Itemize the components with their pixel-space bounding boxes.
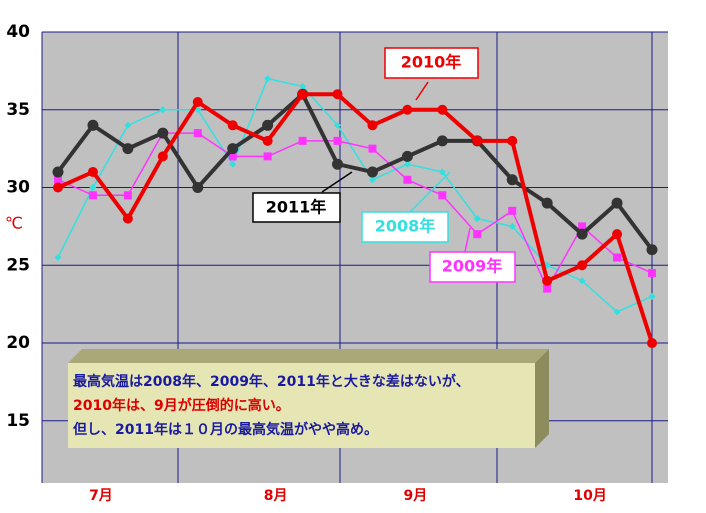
series-line bbox=[57, 92, 654, 344]
point bbox=[368, 144, 377, 153]
y-tick-label: 15 bbox=[6, 411, 30, 431]
point bbox=[263, 152, 272, 161]
point bbox=[334, 121, 342, 129]
point bbox=[298, 136, 307, 145]
point bbox=[402, 104, 413, 115]
point bbox=[87, 119, 99, 131]
point bbox=[612, 229, 623, 240]
callout-2009: 2009年 bbox=[429, 227, 516, 283]
point bbox=[332, 158, 344, 170]
note-line: 最高気温は2008年、2009年、2011年と大きな差はないが、 bbox=[73, 373, 470, 390]
point bbox=[578, 222, 587, 231]
point bbox=[124, 121, 132, 129]
point bbox=[262, 119, 274, 131]
point bbox=[367, 120, 378, 131]
point bbox=[368, 176, 376, 184]
callout-label: 2009年 bbox=[442, 257, 503, 276]
point bbox=[438, 191, 447, 200]
x-tick-label: 10月 bbox=[573, 488, 606, 504]
point bbox=[541, 197, 553, 209]
y-tick-label: 35 bbox=[6, 100, 30, 120]
point bbox=[157, 127, 169, 139]
callout-label: 2008年 bbox=[375, 217, 436, 236]
point bbox=[52, 166, 64, 178]
x-tick-label: 8月 bbox=[264, 488, 288, 504]
point bbox=[613, 308, 621, 316]
point bbox=[403, 160, 411, 168]
point bbox=[613, 253, 622, 262]
point bbox=[508, 222, 516, 230]
point bbox=[472, 135, 483, 146]
callout-2010: 2010年 bbox=[384, 47, 479, 101]
point bbox=[506, 174, 518, 186]
series-line bbox=[57, 77, 653, 313]
callout-2008: 2008年 bbox=[361, 171, 451, 243]
note-box: 最高気温は2008年、2009年、2011年と大きな差はないが、 2010年は、… bbox=[68, 349, 549, 448]
lines bbox=[52, 75, 658, 349]
note-line: 2010年は、9月が圧倒的に高い。 bbox=[73, 397, 290, 414]
point bbox=[227, 120, 238, 131]
point bbox=[264, 75, 272, 83]
point bbox=[159, 106, 167, 114]
point bbox=[192, 96, 203, 107]
point bbox=[262, 135, 273, 146]
point bbox=[646, 244, 658, 256]
point bbox=[543, 284, 552, 293]
callout-label: 2011年 bbox=[266, 198, 327, 217]
point bbox=[332, 89, 343, 100]
point bbox=[437, 104, 448, 115]
point bbox=[648, 269, 656, 278]
point bbox=[122, 213, 133, 224]
point bbox=[123, 191, 132, 200]
point bbox=[228, 152, 237, 161]
point bbox=[647, 338, 657, 349]
x-tick-label: 7月 bbox=[89, 488, 113, 504]
point bbox=[577, 260, 588, 271]
point bbox=[648, 292, 656, 300]
x-tick-label: 9月 bbox=[404, 488, 428, 504]
point bbox=[401, 150, 413, 162]
point bbox=[508, 206, 517, 215]
point bbox=[297, 89, 308, 100]
point bbox=[473, 230, 482, 239]
point bbox=[403, 175, 412, 184]
note-line: 但し、2011年は１０月の最高気温がやや高め。 bbox=[72, 421, 378, 438]
point bbox=[507, 135, 518, 146]
point bbox=[438, 168, 446, 176]
point bbox=[157, 151, 168, 162]
series-line bbox=[56, 90, 654, 251]
point bbox=[227, 143, 239, 155]
point bbox=[576, 228, 588, 240]
point bbox=[299, 82, 307, 90]
point bbox=[229, 160, 237, 168]
point bbox=[611, 197, 623, 209]
point bbox=[473, 215, 481, 223]
point bbox=[122, 143, 134, 155]
point bbox=[87, 166, 98, 177]
grid bbox=[41, 31, 668, 483]
point bbox=[54, 175, 62, 184]
y-tick-label: 30 bbox=[6, 178, 30, 198]
point bbox=[53, 182, 63, 193]
y-tick-label: 20 bbox=[6, 333, 30, 353]
point bbox=[333, 136, 342, 145]
y-axis-label: ℃ bbox=[5, 214, 23, 233]
point bbox=[436, 135, 448, 147]
callout-label: 2010年 bbox=[401, 53, 462, 72]
callout-2011: 2011年 bbox=[252, 171, 353, 223]
point bbox=[88, 191, 97, 200]
point bbox=[578, 277, 586, 285]
y-tick-label: 25 bbox=[6, 255, 30, 275]
point bbox=[193, 129, 202, 138]
point bbox=[542, 275, 553, 286]
point bbox=[89, 184, 97, 192]
point bbox=[366, 166, 378, 178]
point bbox=[54, 254, 62, 261]
point bbox=[192, 182, 204, 194]
y-tick-label: 40 bbox=[6, 22, 30, 42]
